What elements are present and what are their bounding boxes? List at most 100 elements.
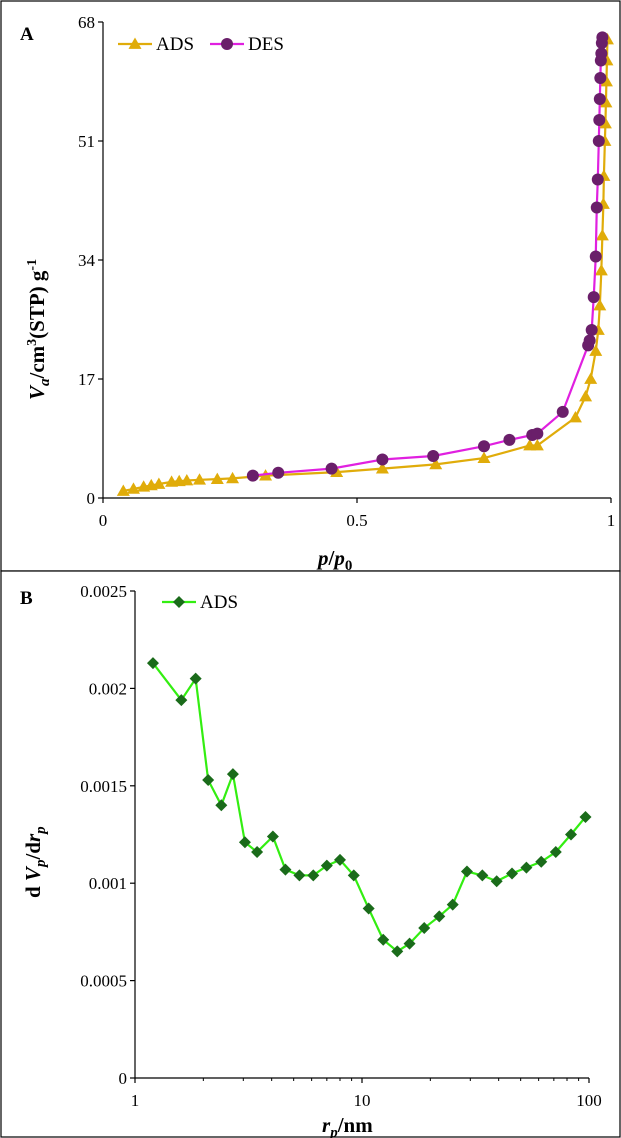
data-point-des <box>591 173 604 186</box>
data-point-ads <box>251 846 264 859</box>
data-point-des <box>503 433 516 446</box>
data-point-ads <box>598 117 612 129</box>
data-point-ads <box>433 910 446 923</box>
data-point-des <box>376 453 389 466</box>
data-point-ads <box>215 799 228 812</box>
data-point-ads <box>490 875 503 888</box>
data-point-ads <box>180 474 194 486</box>
data-point-ads <box>226 768 239 781</box>
data-point-ads <box>320 859 333 872</box>
y-tick-label: 17 <box>78 370 96 389</box>
panel-b-plot: 0 0.0005 0.001 0.0015 0.002 0.0025 1 10 100 ADS <box>80 582 602 1110</box>
data-point-ads <box>418 922 431 935</box>
data-point-ads <box>584 372 598 384</box>
data-point-ads <box>307 869 320 882</box>
data-point-des <box>594 72 607 84</box>
data-point-ads <box>362 902 375 915</box>
data-point-ads <box>535 855 548 868</box>
y-tick-label: 34 <box>78 251 96 270</box>
data-point-ads <box>579 390 593 402</box>
data-point-des <box>325 462 338 475</box>
x-tick-label: 0 <box>99 511 108 530</box>
legend-label-ads: ADS <box>156 34 194 55</box>
x-tick-label: 10 <box>354 1091 371 1110</box>
data-point-ads <box>476 869 489 882</box>
legend-marker-des <box>221 38 233 50</box>
data-point-ads <box>391 945 404 958</box>
data-point-ads <box>189 672 202 685</box>
data-point-ads <box>126 482 140 494</box>
data-point-des <box>583 334 596 347</box>
data-point-ads <box>593 299 607 311</box>
data-point-ads <box>599 75 613 87</box>
data-point-ads <box>589 344 603 356</box>
data-point-des <box>246 469 259 482</box>
data-point-des <box>595 47 608 60</box>
panel-b-frame <box>0 570 621 1138</box>
data-point-des <box>556 405 569 418</box>
legend-label-ads: ADS <box>200 592 238 613</box>
data-point-ads <box>599 96 613 108</box>
data-point-ads <box>429 457 443 470</box>
data-point-des <box>592 135 605 147</box>
data-point-des <box>589 250 602 263</box>
data-point-ads <box>446 898 459 911</box>
data-point-ads <box>146 657 159 670</box>
y-tick-label: 0.0015 <box>80 777 127 796</box>
legend-marker-ads <box>173 596 185 608</box>
data-point-ads <box>116 484 130 496</box>
panel-a-plot: 0 17 34 51 68 0 0.5 1 ADS DES <box>78 13 615 530</box>
data-point-des <box>596 31 609 44</box>
x-tick-label: 100 <box>576 1091 602 1110</box>
data-point-ads <box>477 451 491 463</box>
data-point-des <box>531 427 544 440</box>
data-point-ads <box>460 865 473 878</box>
data-point-ads <box>506 867 519 880</box>
legend-label-des: DES <box>248 34 284 55</box>
data-point-ads <box>266 830 279 843</box>
data-point-ads <box>347 869 360 882</box>
data-point-ads <box>202 773 215 786</box>
data-point-des <box>427 450 440 462</box>
y-tick-label: 0.001 <box>89 874 127 893</box>
data-point-ads <box>175 694 188 707</box>
data-point-ads <box>293 869 306 882</box>
y-tick-label: 51 <box>78 132 95 151</box>
data-point-des <box>585 324 598 336</box>
data-point-ads <box>152 477 166 489</box>
panel-a-y-axis-title: Va/cm3(STP) g-1 <box>25 259 53 400</box>
data-point-des <box>272 466 285 479</box>
legend-marker-ads <box>128 37 142 49</box>
data-point-ads <box>375 462 389 474</box>
data-point-des <box>478 440 490 453</box>
data-point-ads <box>238 836 251 849</box>
data-point-des <box>593 93 606 105</box>
y-tick-label: 0.0005 <box>80 972 127 991</box>
y-tick-label: 0.002 <box>89 679 127 698</box>
y-tick-label: 0.0025 <box>80 582 127 601</box>
y-tick-label: 0 <box>87 489 96 508</box>
panel-b-letter: B <box>20 588 33 609</box>
panel-a-frame <box>0 0 621 572</box>
data-point-ads <box>210 472 224 484</box>
data-point-ads <box>520 861 533 874</box>
x-tick-label: 1 <box>131 1091 140 1110</box>
data-point-ads <box>594 264 608 276</box>
data-point-ads <box>595 229 609 241</box>
panel-a-letter: A <box>20 24 34 45</box>
data-point-des <box>593 114 606 126</box>
data-point-ads <box>377 933 390 946</box>
y-tick-label: 0 <box>119 1069 128 1088</box>
x-tick-label: 0.5 <box>346 511 367 530</box>
data-point-ads <box>564 828 577 841</box>
data-point-ads <box>226 471 240 484</box>
data-point-ads <box>279 863 292 876</box>
data-point-ads <box>403 937 416 950</box>
panel-b-x-axis-title: rp/nm <box>322 1113 373 1138</box>
y-tick-label: 68 <box>78 13 95 32</box>
data-point-ads <box>579 810 592 823</box>
data-point-ads <box>334 853 347 866</box>
data-point-des <box>587 291 600 304</box>
